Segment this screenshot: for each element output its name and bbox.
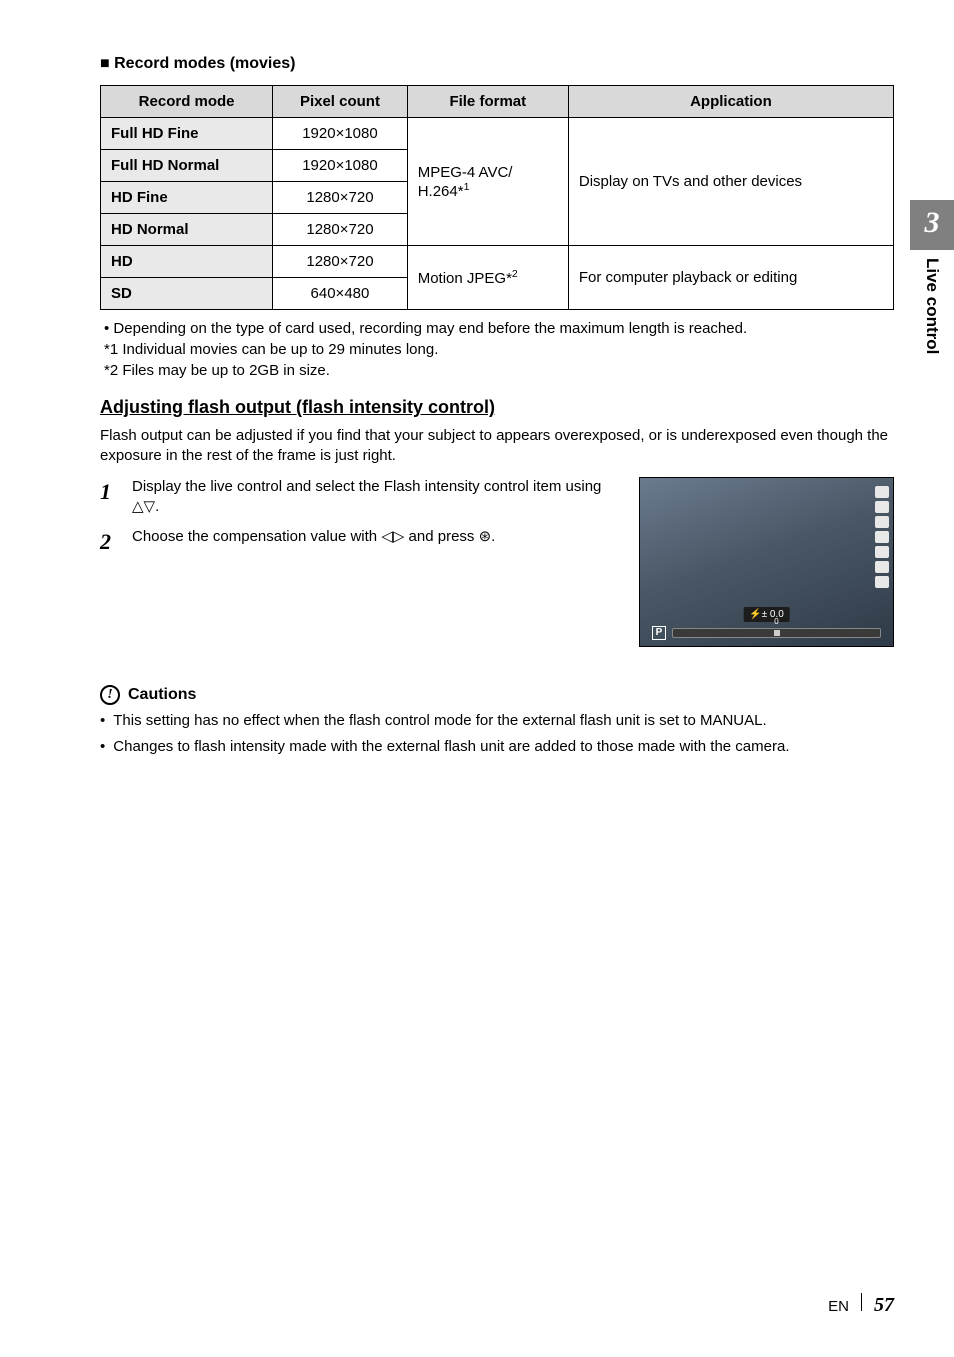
format-line1: MPEG-4 AVC/ [418, 164, 513, 181]
camera-preview-thumbnail: ⚡± 0.0 P [639, 477, 894, 647]
col-file-format: File format [407, 86, 568, 118]
pixel-cell: 1920×1080 [273, 150, 408, 182]
col-pixel-count: Pixel count [273, 86, 408, 118]
step-1: 1 Display the live control and select th… [100, 477, 619, 518]
thumb-side-icons [875, 486, 889, 588]
note-bullet: Depending on the type of card used, reco… [104, 320, 894, 337]
table-row: HD 1280×720 Motion JPEG*2 For computer p… [101, 246, 894, 278]
caution-text: This setting has no effect when the flas… [113, 711, 766, 731]
mode-cell: HD Normal [101, 214, 273, 246]
format2-text: Motion JPEG* [418, 270, 512, 287]
col-application: Application [568, 86, 893, 118]
page-content: ■ Record modes (movies) Record mode Pixe… [0, 0, 954, 757]
record-modes-heading: ■ Record modes (movies) [100, 55, 894, 73]
format-cell-group1: MPEG-4 AVC/ H.264*1 [407, 118, 568, 246]
step-text: Display the live control and select the … [132, 477, 619, 518]
steps-list: 1 Display the live control and select th… [100, 477, 619, 567]
format-sup2: 2 [512, 268, 518, 280]
page-footer: EN 57 [828, 1293, 894, 1317]
thumb-slider-marker [774, 630, 780, 636]
thumb-label-prefix: ⚡± [749, 609, 767, 620]
step-number: 2 [100, 527, 118, 557]
format-cell-group2: Motion JPEG*2 [407, 246, 568, 310]
format-sup1: 1 [464, 181, 470, 193]
mode-cell: HD [101, 246, 273, 278]
thumb-icon [875, 501, 889, 513]
thumb-icon [875, 516, 889, 528]
caution-text: Changes to flash intensity made with the… [113, 737, 789, 757]
thumb-compensation-slider [672, 628, 881, 638]
cautions-list: • This setting has no effect when the fl… [100, 711, 894, 758]
footer-page: 57 [874, 1294, 894, 1317]
thumb-icon [875, 531, 889, 543]
record-modes-table: Record mode Pixel count File format Appl… [100, 85, 894, 310]
thumb-icon [875, 546, 889, 558]
step-text: Choose the compensation value with ◁▷ an… [132, 527, 495, 557]
bullet-icon: • [100, 711, 105, 731]
pixel-cell: 640×480 [273, 278, 408, 310]
caution-item: • This setting has no effect when the fl… [100, 711, 894, 731]
mode-cell: SD [101, 278, 273, 310]
caution-icon: ! [100, 685, 120, 705]
thumb-icon [875, 576, 889, 588]
thumb-flash-value: ⚡± 0.0 [743, 607, 790, 622]
thumb-mode-p: P [652, 626, 666, 640]
thumb-icon [875, 561, 889, 573]
note-star1: *1 Individual movies can be up to 29 min… [104, 341, 894, 358]
table-header-row: Record mode Pixel count File format Appl… [101, 86, 894, 118]
thumb-icon [875, 486, 889, 498]
note-star2: *2 Files may be up to 2GB in size. [104, 362, 894, 379]
footer-lang: EN [828, 1298, 849, 1315]
bullet-icon: • [100, 737, 105, 757]
side-tab: 3 Live control [910, 200, 954, 354]
mode-cell: Full HD Normal [101, 150, 273, 182]
mode-cell: HD Fine [101, 182, 273, 214]
footer-divider [861, 1293, 862, 1311]
pixel-cell: 1280×720 [273, 182, 408, 214]
pixel-cell: 1280×720 [273, 246, 408, 278]
flash-subheading: Adjusting flash output (flash intensity … [100, 397, 894, 418]
caution-item: • Changes to flash intensity made with t… [100, 737, 894, 757]
cautions-heading: ! Cautions [100, 685, 894, 705]
side-tab-label: Live control [922, 250, 942, 354]
thumb-bottom-bar: P [652, 626, 881, 640]
format-line2: H.264* [418, 183, 464, 200]
app-cell-group1: Display on TVs and other devices [568, 118, 893, 246]
table-notes: Depending on the type of card used, reco… [104, 320, 894, 379]
step-2: 2 Choose the compensation value with ◁▷ … [100, 527, 619, 557]
table-row: Full HD Fine 1920×1080 MPEG-4 AVC/ H.264… [101, 118, 894, 150]
col-record-mode: Record mode [101, 86, 273, 118]
pixel-cell: 1280×720 [273, 214, 408, 246]
pixel-cell: 1920×1080 [273, 118, 408, 150]
side-tab-number: 3 [910, 200, 954, 250]
mode-cell: Full HD Fine [101, 118, 273, 150]
cautions-title: Cautions [128, 686, 196, 704]
app-cell-group2: For computer playback or editing [568, 246, 893, 310]
flash-intro: Flash output can be adjusted if you find… [100, 426, 894, 467]
steps-and-thumb: 1 Display the live control and select th… [100, 477, 894, 647]
step-number: 1 [100, 477, 118, 518]
